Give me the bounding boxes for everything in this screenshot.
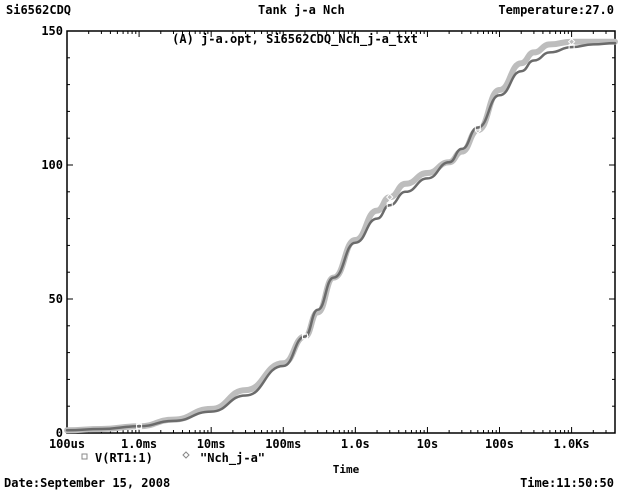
y-tick-label: 50 (49, 292, 63, 306)
x-axis-label: Time (333, 463, 360, 476)
x-tick-label: 1.0s (341, 437, 370, 451)
legend: V(RT1:1) "Nch_j-a" (82, 451, 265, 466)
plot-title: (A) j-a.opt, Si6562CDQ_Nch_j-a_txt (172, 32, 418, 47)
y-tick-label: 150 (41, 24, 63, 38)
x-tick-label: 100s (485, 437, 514, 451)
legend-marker-square-icon (82, 454, 87, 459)
legend-marker-diamond-icon (183, 452, 189, 458)
x-tick-label: 10ms (197, 437, 226, 451)
x-tick-label: 100ms (265, 437, 301, 451)
x-tick-label: 1.0ms (121, 437, 157, 451)
y-tick-label: 100 (41, 158, 63, 172)
legend-label-1: "Nch_j-a" (200, 451, 265, 466)
date-stamp: Date:September 15, 2008 (4, 476, 170, 490)
time-stamp: Time:11:50:50 (520, 476, 614, 490)
plot-frame (67, 31, 615, 433)
x-tick-label: 1.0Ks (554, 437, 590, 451)
legend-label-0: V(RT1:1) (95, 451, 153, 465)
x-tick-label: 10s (417, 437, 439, 451)
x-tick-label: 100us (49, 437, 85, 451)
